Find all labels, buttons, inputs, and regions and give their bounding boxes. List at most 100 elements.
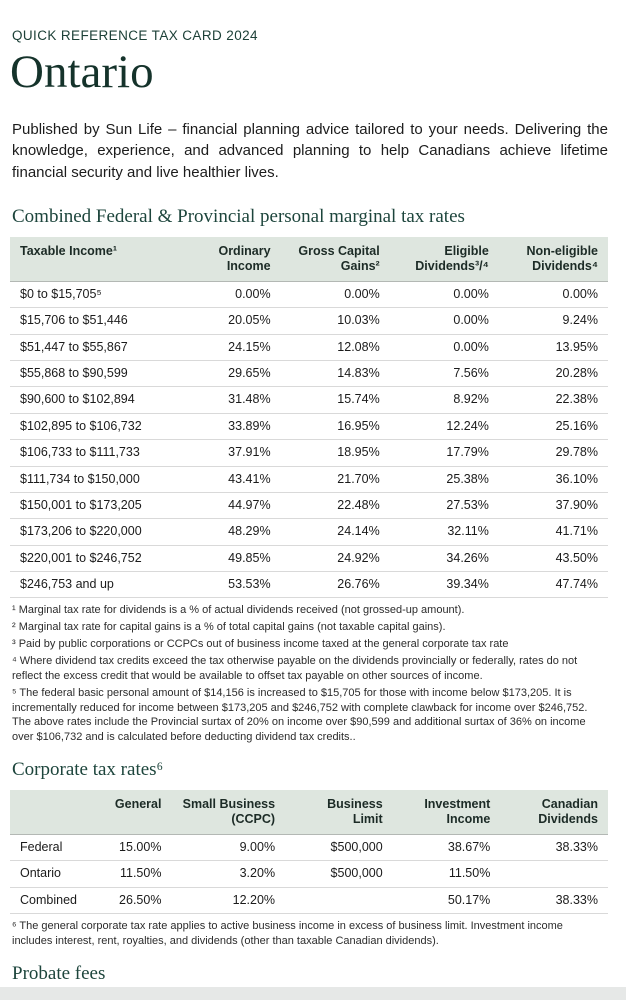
personal-rates-heading: Combined Federal & Provincial personal m… (12, 205, 465, 227)
card-eyebrow: QUICK REFERENCE TAX CARD 2024 (12, 28, 258, 43)
row-label: $246,753 and up (10, 571, 172, 599)
table-row: $102,895 to $106,732 33.89% 16.95% 12.24% 25… (10, 413, 608, 441)
cell-value: 15.00% (87, 834, 172, 862)
cell-value: 29.78% (498, 439, 608, 467)
row-label: $173,206 to $220,000 (10, 518, 172, 546)
corporate-rates-table-head: General Small Business (CCPC) Business Lim… (10, 790, 608, 836)
cell-value: 15.74% (280, 386, 390, 414)
footnote: ⁶ The general corporate tax rate applies… (12, 920, 563, 947)
cell-value: 47.74% (498, 571, 608, 599)
cell-value: 29.65% (171, 360, 281, 388)
cell-value: 38.67% (392, 834, 501, 862)
cell-value: 24.15% (171, 334, 281, 362)
table-row: Ontario 11.50% 3.20% $500,000 11.50% (10, 860, 608, 888)
cell-value (500, 860, 608, 888)
row-label: $102,895 to $106,732 (10, 413, 172, 441)
cell-value: 32.11% (389, 518, 499, 546)
column-header: Eligible Dividends³/⁴ (389, 236, 499, 282)
cell-value: 12.24% (389, 413, 499, 441)
cell-value: 24.14% (280, 518, 390, 546)
cell-value: 44.97% (171, 492, 281, 520)
cell-value: 34.26% (389, 545, 499, 573)
cell-value: 38.33% (500, 834, 608, 862)
corporate-rates-table: General Small Business (CCPC) Business Lim… (10, 790, 608, 915)
cell-value: 41.71% (498, 518, 608, 546)
personal-rates-footnotes: ¹ Marginal tax rate for dividends is a %… (12, 603, 606, 745)
row-label: Ontario (10, 860, 88, 888)
column-header: Taxable Income¹ (10, 236, 172, 282)
column-header: Ordinary Income (171, 236, 281, 282)
cell-value: 0.00% (171, 281, 281, 309)
table-row: $220,001 to $246,752 49.85% 24.92% 34.26% 43… (10, 545, 608, 573)
cell-value: $500,000 (285, 860, 393, 888)
cell-value: 20.28% (498, 360, 608, 388)
cell-value: 24.92% (280, 545, 390, 573)
row-label: $90,600 to $102,894 (10, 386, 172, 414)
table-row: $55,868 to $90,599 29.65% 14.83% 7.56% 20.28… (10, 360, 608, 388)
cell-value: 22.38% (498, 386, 608, 414)
cell-value: 11.50% (87, 860, 172, 888)
row-label: $150,001 to $173,205 (10, 492, 172, 520)
cell-value: 25.38% (389, 466, 499, 493)
cell-value: 12.08% (280, 334, 390, 362)
footnote: ⁴ Where dividend tax credits exceed the … (12, 654, 578, 682)
cell-value: 11.50% (392, 860, 501, 888)
table-row: $51,447 to $55,867 24.15% 12.08% 0.00% 13.95… (10, 334, 608, 362)
table-row: Federal 15.00% 9.00% $500,000 38.67% 38.33% (10, 834, 608, 862)
cell-value: 0.00% (389, 281, 499, 309)
cell-value: 17.79% (389, 439, 499, 467)
table-row: $90,600 to $102,894 31.48% 15.74% 8.92% 22.3… (10, 386, 608, 414)
cell-value: 7.56% (389, 360, 499, 388)
row-label: $106,733 to $111,733 (10, 439, 172, 467)
table-row: $0 to $15,705⁵ 0.00% 0.00% 0.00% 0.00% (10, 281, 608, 309)
cell-value: 16.95% (280, 413, 390, 441)
intro-paragraph: Published by Sun Life – financial planni… (12, 120, 608, 182)
cell-value: 31.48% (171, 386, 281, 414)
personal-rates-table: Taxable Income¹ Ordinary Income Gross Capi… (10, 236, 608, 599)
cell-value: 37.91% (171, 439, 281, 467)
cell-value: 10.03% (280, 307, 390, 335)
column-header: Small Business (CCPC) (171, 790, 286, 836)
probate-fees-heading: Probate fees (12, 962, 106, 984)
cell-value: 14.83% (280, 360, 390, 388)
cell-value: 33.89% (171, 413, 281, 441)
row-label: $15,706 to $51,446 (10, 307, 172, 335)
row-label: Combined (10, 887, 88, 915)
table-row: $111,734 to $150,000 43.41% 21.70% 25.38% 36… (10, 466, 608, 493)
cell-value: 43.50% (498, 545, 608, 573)
cell-value: 53.53% (171, 571, 281, 599)
footnote: ² Marginal tax rate for capital gains is… (12, 621, 446, 634)
personal-rates-table-body: $0 to $15,705⁵ 0.00% 0.00% 0.00% 0.00% $15,70… (10, 281, 608, 599)
cell-value: 9.00% (171, 834, 286, 862)
table-row: $15,706 to $51,446 20.05% 10.03% 0.00% 9.24% (10, 307, 608, 335)
cell-value: 0.00% (389, 307, 499, 335)
cell-value: 43.41% (171, 466, 281, 493)
cell-value: 22.48% (280, 492, 390, 520)
page-title: Ontario (10, 46, 154, 98)
column-header: Business Limit (285, 790, 393, 836)
cell-value: 49.85% (171, 545, 281, 573)
personal-rates-table-head: Taxable Income¹ Ordinary Income Gross Capi… (10, 236, 608, 282)
cell-value: 8.92% (389, 386, 499, 414)
table-row: $150,001 to $173,205 44.97% 22.48% 27.53% 37… (10, 492, 608, 520)
cell-value: 13.95% (498, 334, 608, 362)
cell-value: 21.70% (280, 466, 390, 493)
footnote: ¹ Marginal tax rate for dividends is a %… (12, 604, 465, 617)
cell-value: 48.29% (171, 518, 281, 546)
cell-value: 12.20% (171, 887, 286, 915)
row-label: Federal (10, 834, 88, 862)
bottom-band (0, 987, 626, 1000)
row-label: $55,868 to $90,599 (10, 360, 172, 388)
column-header: General (87, 790, 172, 836)
table-row: $246,753 and up 53.53% 26.76% 39.34% 47.74% (10, 571, 608, 599)
row-label: $220,001 to $246,752 (10, 545, 172, 573)
column-header: Gross Capital Gains² (280, 236, 390, 282)
cell-value: 9.24% (498, 307, 608, 335)
header-row: Taxable Income¹ Ordinary Income Gross Capi… (10, 236, 608, 282)
footnote: ⁵ The federal basic personal amount of $… (12, 686, 588, 744)
cell-value: 0.00% (389, 334, 499, 362)
cell-value: 26.76% (280, 571, 390, 599)
row-label: $111,734 to $150,000 (10, 466, 172, 493)
cell-value: 0.00% (498, 281, 608, 309)
